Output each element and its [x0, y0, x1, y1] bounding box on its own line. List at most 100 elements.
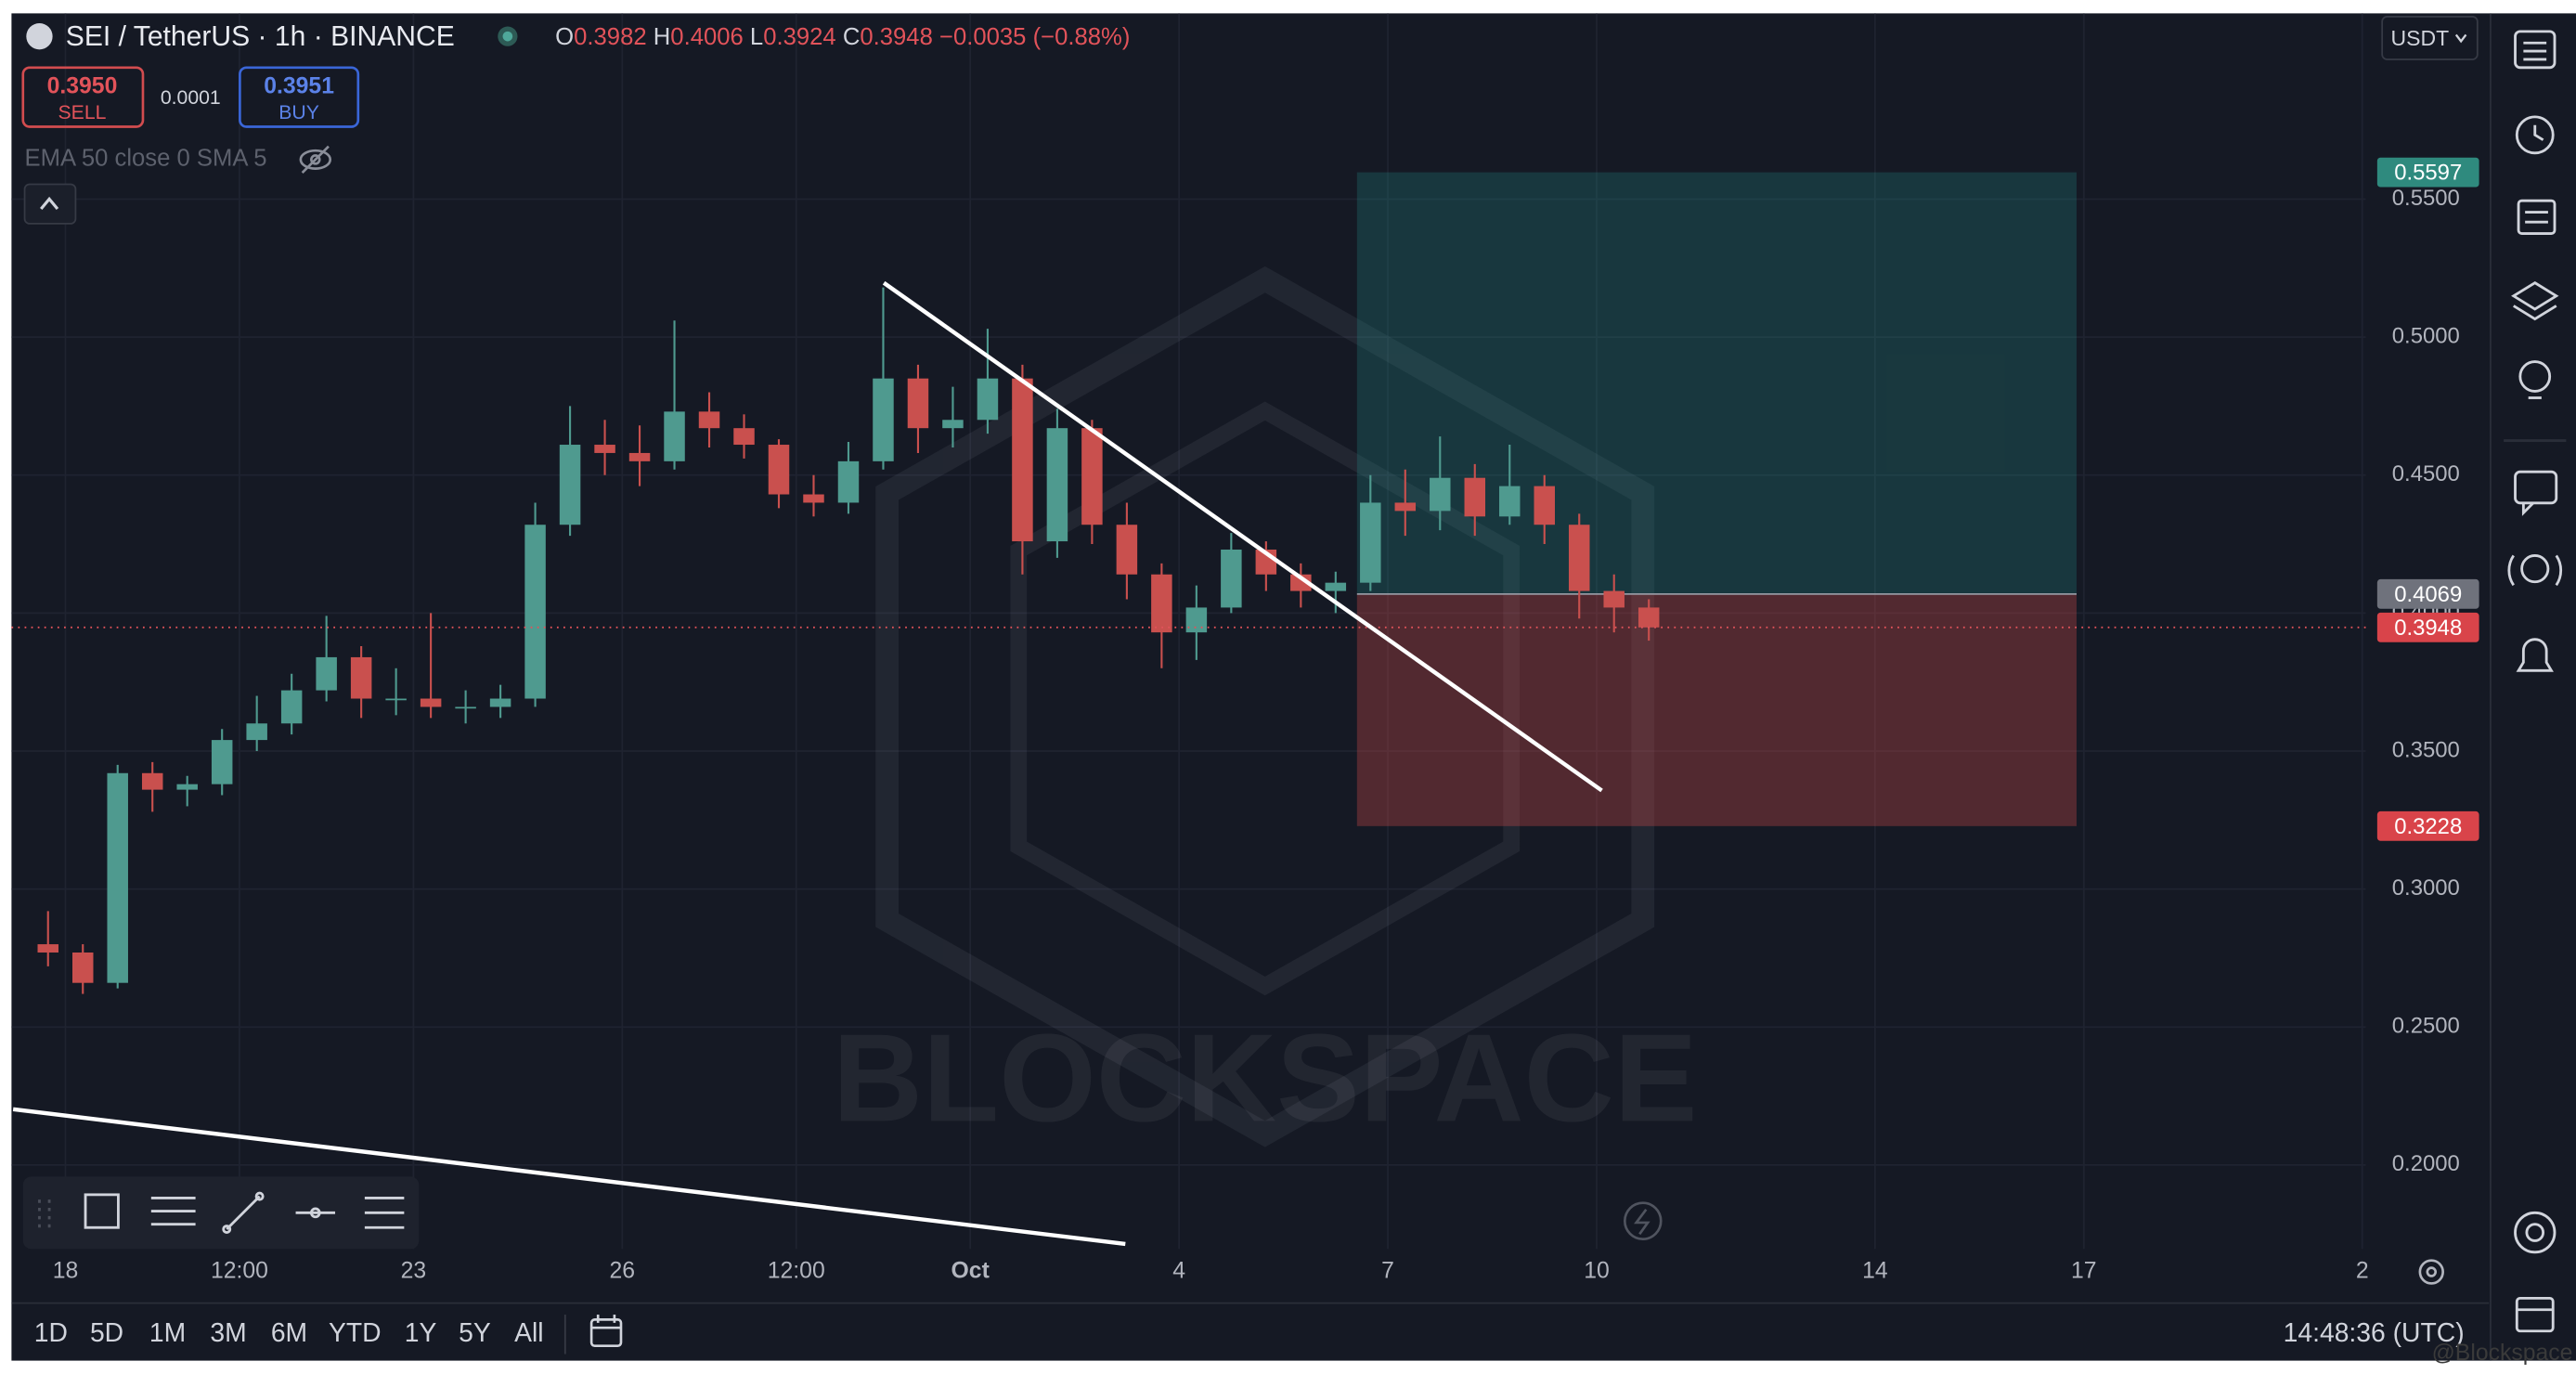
- indicator[interactable]: EMA 50 close 0 SMA 5: [25, 146, 267, 172]
- y-tick-label: 0.3000: [2392, 875, 2460, 901]
- candle-body: [733, 428, 755, 446]
- candle-body: [837, 460, 860, 503]
- candle-body: [1221, 549, 1242, 608]
- drawing-tools[interactable]: [38, 1191, 405, 1234]
- candle-body: [211, 740, 233, 784]
- x-tick-label: 14: [1862, 1259, 1888, 1284]
- grid: [11, 13, 2366, 1250]
- candle-body: [71, 952, 94, 983]
- price-label-box: [2376, 578, 2479, 609]
- candle-body: [420, 698, 442, 707]
- hide-icon[interactable]: [299, 145, 332, 175]
- x-tick-label: 26: [610, 1259, 636, 1284]
- y-tick-label: 0.2000: [2392, 1151, 2460, 1176]
- currency[interactable]: USDT: [2391, 26, 2450, 50]
- candle-body: [1464, 477, 1486, 517]
- ohlc-value: 0.3924: [763, 24, 835, 50]
- timeframe-button[interactable]: 5D: [90, 1317, 123, 1347]
- candle-body: [628, 452, 651, 461]
- profit-zone: [1356, 172, 2077, 594]
- candle-body: [107, 772, 128, 983]
- timeframe-bar: 1D 5D 1M 3M 6M YTD 1Y 5Y All: [34, 1317, 544, 1347]
- trend-line[interactable]: [882, 280, 1603, 793]
- price-label: 0.3948: [2394, 616, 2462, 641]
- buy-label[interactable]: BUY: [278, 102, 319, 123]
- candle-body: [176, 784, 198, 790]
- candle-body: [1185, 607, 1208, 633]
- sidebar-icons[interactable]: [2504, 30, 2567, 1333]
- time-axis: 18 12:00 23 26 12:00 Oct 4 7 10 14 17 2: [53, 1259, 2369, 1284]
- price-label-box: [2376, 612, 2479, 642]
- ohlc-label: H: [654, 24, 671, 50]
- price-label: 0.4069: [2394, 582, 2462, 607]
- status-dot: [502, 31, 513, 42]
- collapse-icon: [40, 196, 59, 211]
- candle-body: [803, 494, 824, 503]
- y-tick-label: 0.3500: [2392, 737, 2460, 762]
- timeframe-button[interactable]: 3M: [210, 1317, 246, 1347]
- candle-body: [698, 411, 720, 429]
- price-label: 0.5597: [2394, 161, 2462, 186]
- change: −0.0035 (−0.88%): [939, 24, 1130, 50]
- loss-zone: [1356, 593, 2077, 826]
- ohlc: O0.3982 H0.4006 L0.3924 C0.3948 −0.0035 …: [555, 24, 1130, 50]
- y-tick-label: 0.5000: [2392, 323, 2460, 348]
- candle-body: [1499, 486, 1521, 517]
- timeframe-button[interactable]: 6M: [271, 1317, 307, 1347]
- y-tick-label: 0.4500: [2392, 461, 2460, 486]
- drawing-toolbar: [22, 1176, 420, 1250]
- candle-body: [246, 723, 267, 741]
- date-range-icon[interactable]: [589, 1315, 623, 1348]
- timeframe-button[interactable]: 5Y: [459, 1317, 491, 1347]
- lightning-icon: [1634, 1208, 1650, 1236]
- ohlc-label: O: [555, 24, 574, 50]
- timeframe-button[interactable]: YTD: [329, 1317, 382, 1347]
- timeframe-button[interactable]: All: [514, 1317, 543, 1347]
- lightning-button[interactable]: [1623, 1201, 1663, 1240]
- candle-body: [280, 690, 303, 724]
- watermark-text: BLOCKSPACE: [833, 1007, 1698, 1147]
- candle-body: [455, 706, 476, 709]
- collapse-button[interactable]: [23, 183, 77, 225]
- currency-button[interactable]: [2381, 16, 2479, 60]
- sell-button[interactable]: [21, 66, 145, 128]
- settings-icon[interactable]: [2418, 1259, 2444, 1285]
- x-tick-label: 12:00: [211, 1259, 268, 1284]
- candle-body: [1394, 502, 1417, 512]
- app-background: [11, 13, 2576, 1361]
- symbol-icon[interactable]: [26, 23, 53, 50]
- candle-body: [1325, 582, 1347, 591]
- sell-label[interactable]: SELL: [58, 102, 107, 123]
- timeframe-button[interactable]: 1D: [34, 1317, 68, 1347]
- buy-button[interactable]: [239, 66, 360, 128]
- candle-body: [316, 656, 337, 691]
- y-tick-label: 0.5500: [2392, 186, 2460, 211]
- symbol[interactable]: SEI / TetherUS · 1h · BINANCE: [66, 21, 455, 52]
- candle-body: [907, 378, 929, 429]
- candle-body: [385, 698, 407, 701]
- x-tick-label: 7: [1381, 1259, 1394, 1284]
- ohlc-value: 0.4006: [670, 24, 743, 50]
- buy-price[interactable]: 0.3951: [264, 74, 334, 99]
- timeframe-button[interactable]: 1M: [149, 1317, 186, 1347]
- candle-body: [768, 445, 790, 495]
- sell-price[interactable]: 0.3950: [47, 74, 118, 99]
- x-tick-label: 23: [401, 1259, 427, 1284]
- trend-line[interactable]: [12, 1107, 1126, 1247]
- price-label-box: [2376, 810, 2479, 841]
- candle-body: [1638, 607, 1660, 628]
- timeframe-button[interactable]: 1Y: [405, 1317, 437, 1347]
- candle-body: [1081, 428, 1103, 525]
- candle-body: [1603, 590, 1625, 608]
- candle-body: [1430, 477, 1451, 512]
- x-tick-label: 2: [2356, 1259, 2369, 1284]
- candle-body: [489, 698, 511, 707]
- x-tick-label: 4: [1172, 1259, 1185, 1284]
- candle-body: [1151, 574, 1172, 633]
- clock: 14:48:36 (UTC): [2284, 1317, 2465, 1347]
- ohlc-value: 0.3948: [860, 24, 932, 50]
- candle-body: [1046, 428, 1068, 542]
- candle-body: [594, 445, 615, 453]
